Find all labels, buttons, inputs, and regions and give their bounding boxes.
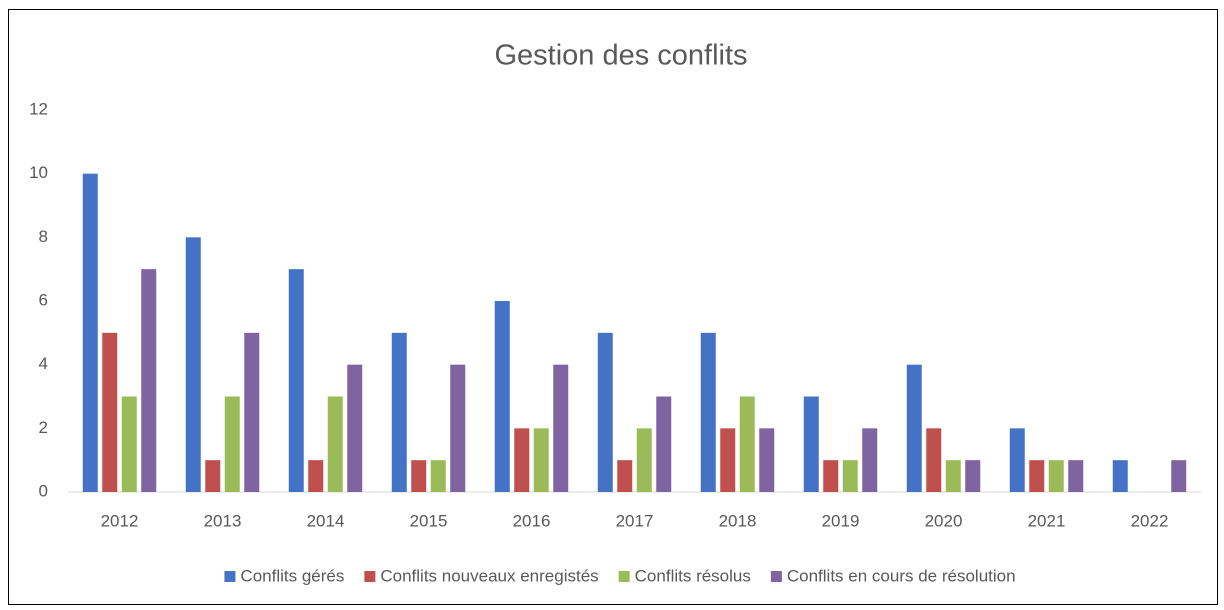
bar — [759, 428, 775, 492]
x-tick-label: 2019 — [822, 511, 860, 530]
bar — [494, 301, 510, 492]
y-tick-label: 10 — [29, 163, 48, 182]
bar — [965, 460, 981, 492]
bar — [1009, 428, 1025, 492]
bar — [862, 428, 878, 492]
bar — [553, 364, 569, 492]
bar — [82, 173, 98, 492]
chart-frame — [8, 9, 1218, 605]
bar — [1171, 460, 1187, 492]
bar — [347, 364, 363, 492]
y-tick-label: 6 — [39, 290, 48, 309]
bar — [308, 460, 324, 492]
bar — [205, 460, 221, 492]
x-tick-label: 2014 — [307, 511, 345, 530]
bar — [803, 396, 819, 492]
bar — [926, 428, 942, 492]
x-tick-label: 2017 — [616, 511, 654, 530]
bar — [514, 428, 530, 492]
y-tick-label: 0 — [39, 481, 48, 500]
bar — [102, 332, 118, 492]
legend-swatch — [364, 571, 376, 582]
x-tick-label: 2018 — [719, 511, 757, 530]
bar — [1029, 460, 1045, 492]
bar — [185, 237, 201, 492]
legend-label: Conflits en cours de résolution — [787, 566, 1016, 585]
x-tick-label: 2016 — [513, 511, 551, 530]
bar — [597, 332, 613, 492]
bar — [430, 460, 446, 492]
bar — [411, 460, 427, 492]
legend-label: Conflits résolus — [635, 566, 751, 585]
bar — [141, 269, 157, 492]
legend-swatch — [770, 571, 782, 582]
x-tick-label: 2022 — [1131, 511, 1169, 530]
bar — [244, 332, 260, 492]
y-tick-label: 8 — [39, 227, 48, 246]
legend-swatch — [224, 571, 236, 582]
bar — [1068, 460, 1084, 492]
bar — [617, 460, 633, 492]
bar — [720, 428, 736, 492]
legend-label: Conflits gérés — [240, 566, 344, 585]
x-tick-label: 2020 — [925, 511, 963, 530]
bar — [533, 428, 549, 492]
bar — [1048, 460, 1064, 492]
bar — [656, 396, 672, 492]
bar — [700, 332, 716, 492]
bar — [906, 364, 922, 492]
y-tick-label: 4 — [39, 354, 48, 373]
bar — [945, 460, 961, 492]
bar — [842, 460, 858, 492]
x-tick-label: 2013 — [204, 511, 242, 530]
bar — [1112, 460, 1128, 492]
x-tick-label: 2021 — [1028, 511, 1066, 530]
bar — [636, 428, 652, 492]
bar — [739, 396, 755, 492]
bar — [450, 364, 466, 492]
bar — [391, 332, 407, 492]
bar — [224, 396, 240, 492]
x-tick-label: 2015 — [410, 511, 448, 530]
y-tick-label: 2 — [39, 418, 48, 437]
x-tick-label: 2012 — [101, 511, 139, 530]
y-tick-label: 12 — [29, 99, 48, 118]
chart-title: Gestion des conflits — [494, 40, 747, 72]
bar — [823, 460, 839, 492]
legend-label: Conflits nouveaux enregistés — [380, 566, 598, 585]
legend-swatch — [618, 571, 630, 582]
bar — [288, 269, 304, 492]
bar — [327, 396, 343, 492]
bar — [121, 396, 137, 492]
